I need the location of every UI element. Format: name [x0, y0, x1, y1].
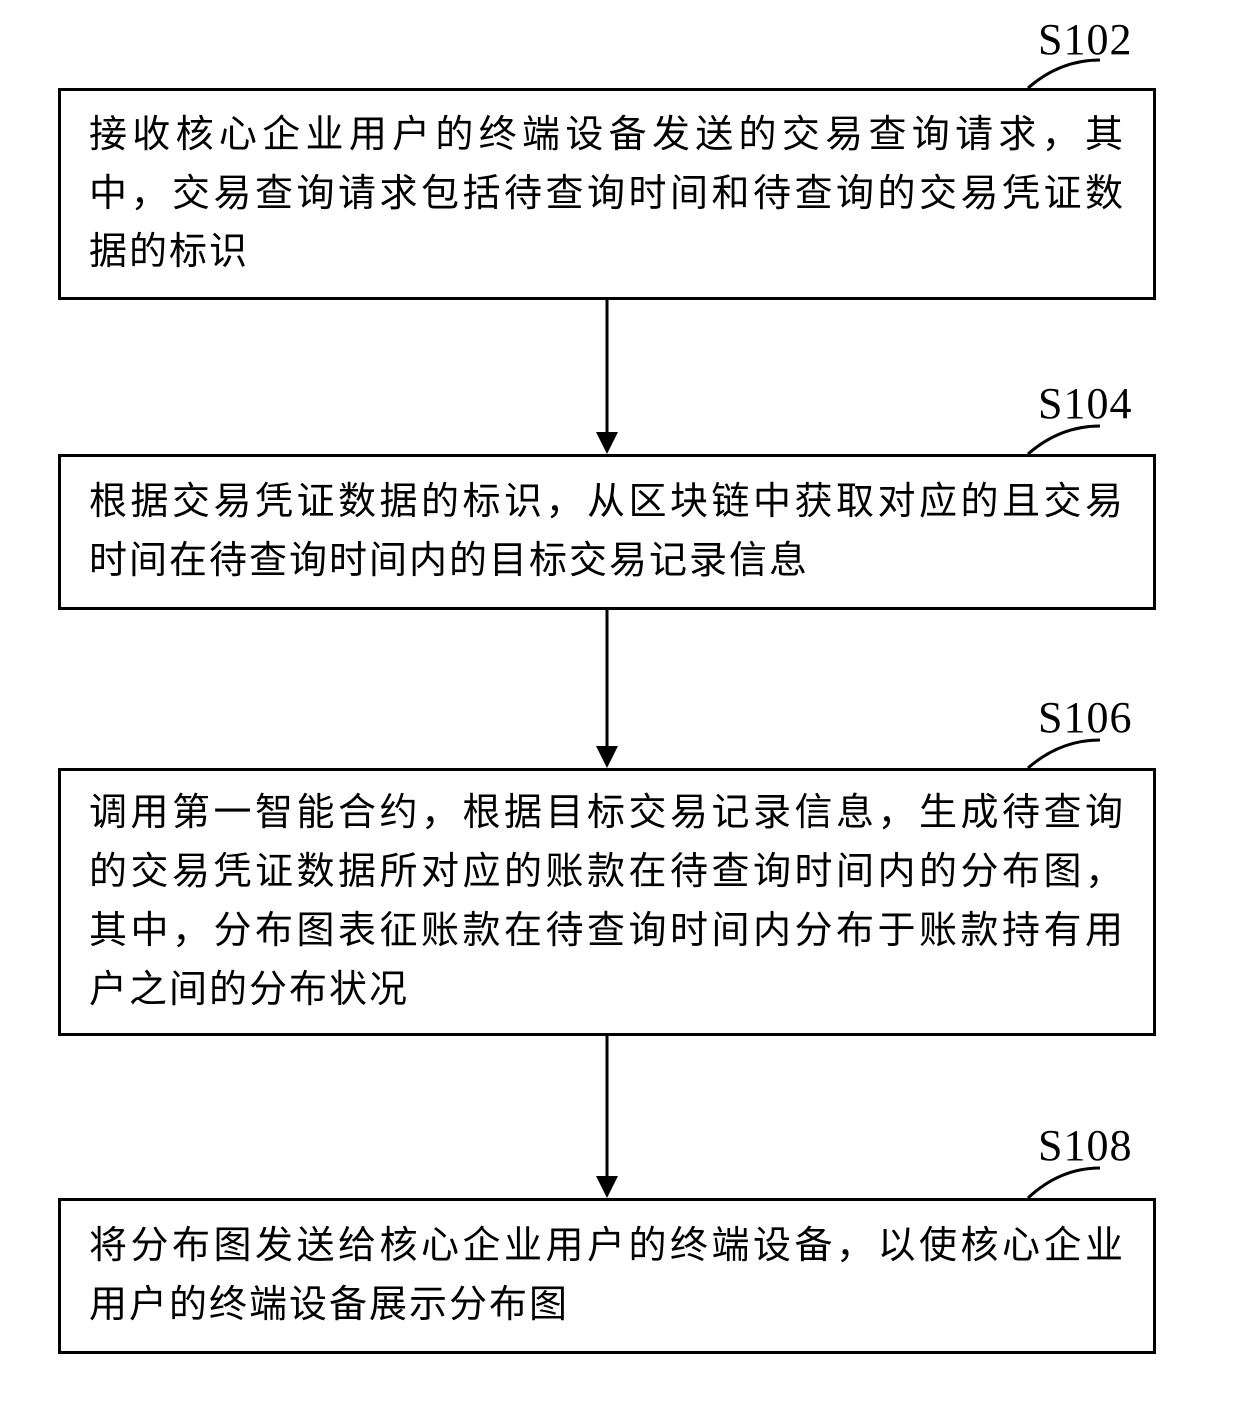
step-text-s108: 将分布图发送给核心企业用户的终端设备，以使核心企业用户的终端设备展示分布图 — [89, 1217, 1125, 1335]
step-box-s108: 将分布图发送给核心企业用户的终端设备，以使核心企业用户的终端设备展示分布图 — [58, 1198, 1156, 1354]
leader-s108 — [0, 0, 1240, 1210]
flowchart-container: S102 接收核心企业用户的终端设备发送的交易查询请求，其中，交易查询请求包括待… — [0, 0, 1240, 1420]
